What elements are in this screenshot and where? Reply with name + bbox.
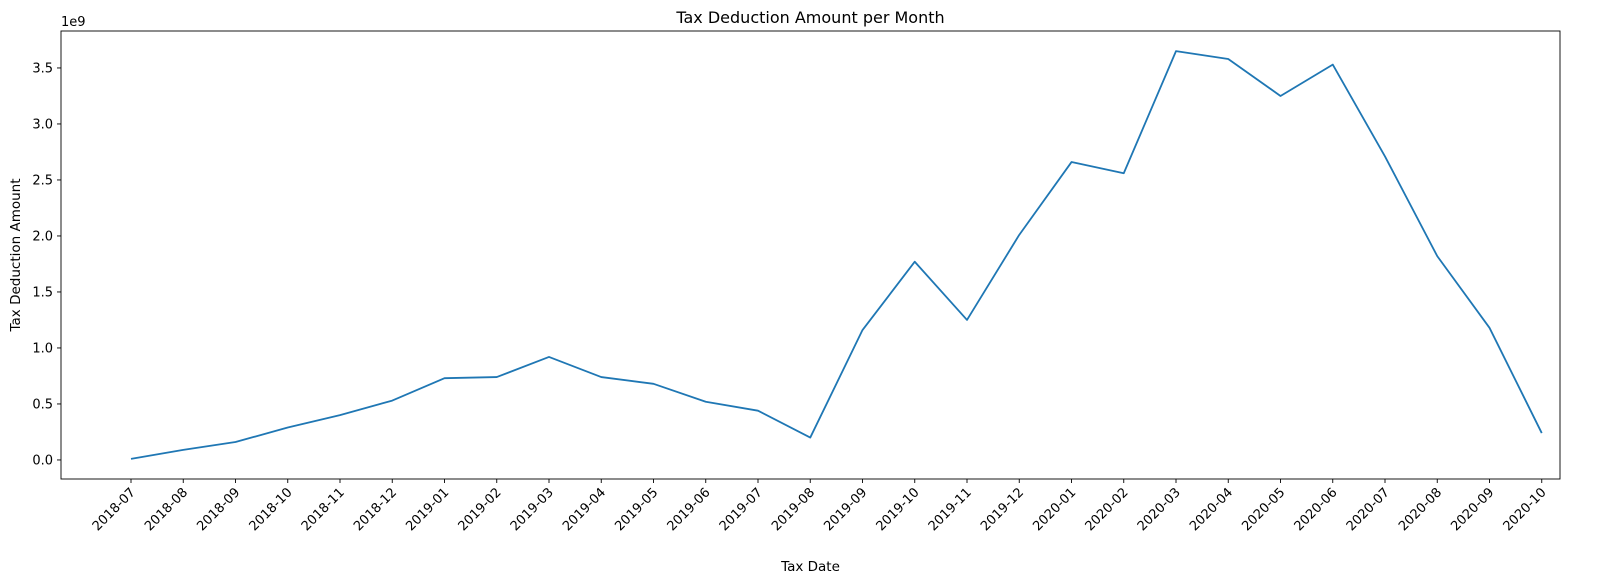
x-tick-label: 2018-12 (351, 485, 400, 534)
x-tick-label: 2020-03 (1135, 485, 1184, 534)
x-tick-label: 2019-06 (665, 485, 714, 534)
y-tick-label: 2.0 (32, 229, 53, 244)
y-axis-offset-label: 1e9 (61, 15, 86, 30)
x-tick-label: 2019-07 (717, 485, 766, 534)
y-tick-label: 3.0 (32, 117, 53, 132)
y-tick-label: 3.5 (32, 61, 53, 76)
x-tick-label: 2019-12 (978, 485, 1027, 534)
x-tick-label: 2018-09 (194, 485, 243, 534)
x-tick-label: 2018-07 (90, 485, 139, 534)
x-tick-label: 2020-04 (1187, 485, 1236, 534)
x-tick-label: 2020-05 (1239, 485, 1288, 534)
x-axis-label: Tax Date (780, 559, 840, 575)
y-tick-label: 0.0 (32, 453, 53, 468)
series-line (130, 50, 1543, 460)
x-tick-label: 2019-08 (769, 485, 818, 534)
x-tick-label: 2019-04 (560, 485, 609, 534)
plot-area-frame (60, 30, 1561, 480)
x-tick-label: 2019-11 (926, 485, 975, 534)
y-axis-label: Tax Deduction Amount (8, 178, 24, 332)
x-tick-label: 2020-08 (1396, 485, 1445, 534)
x-tick-label: 2019-02 (456, 485, 505, 534)
x-tick-label: 2019-09 (821, 485, 870, 534)
x-tick-label: 2019-05 (612, 485, 661, 534)
y-tick-label: 0.5 (32, 397, 53, 412)
y-tick-label: 1.0 (32, 341, 53, 356)
x-tick-label: 2019-10 (874, 485, 923, 534)
x-tick-label: 2020-02 (1083, 485, 1132, 534)
y-tick-label: 2.5 (32, 173, 53, 188)
x-tick-label: 2020-01 (1030, 485, 1079, 534)
chart-title: Tax Deduction Amount per Month (675, 8, 944, 27)
x-tick-label: 2019-01 (403, 485, 452, 534)
x-tick-label: 2020-06 (1292, 485, 1341, 534)
y-axis-ticks: 0.0 0.5 1.0 1.5 2.0 2.5 3.0 3.5 (32, 61, 61, 468)
x-tick-label: 2018-11 (299, 485, 348, 534)
x-tick-label: 2020-07 (1344, 485, 1393, 534)
x-tick-label: 2018-08 (142, 485, 191, 534)
x-tick-label: 2018-10 (247, 485, 296, 534)
y-tick-label: 1.5 (32, 285, 53, 300)
x-tick-label: 2020-10 (1501, 485, 1550, 534)
x-tick-label: 2020-09 (1448, 485, 1497, 534)
x-axis-ticks: 2018-07 2018-08 2018-09 2018-10 2018-11 2018-… (90, 479, 1550, 534)
x-tick-label: 2019-03 (508, 485, 557, 534)
